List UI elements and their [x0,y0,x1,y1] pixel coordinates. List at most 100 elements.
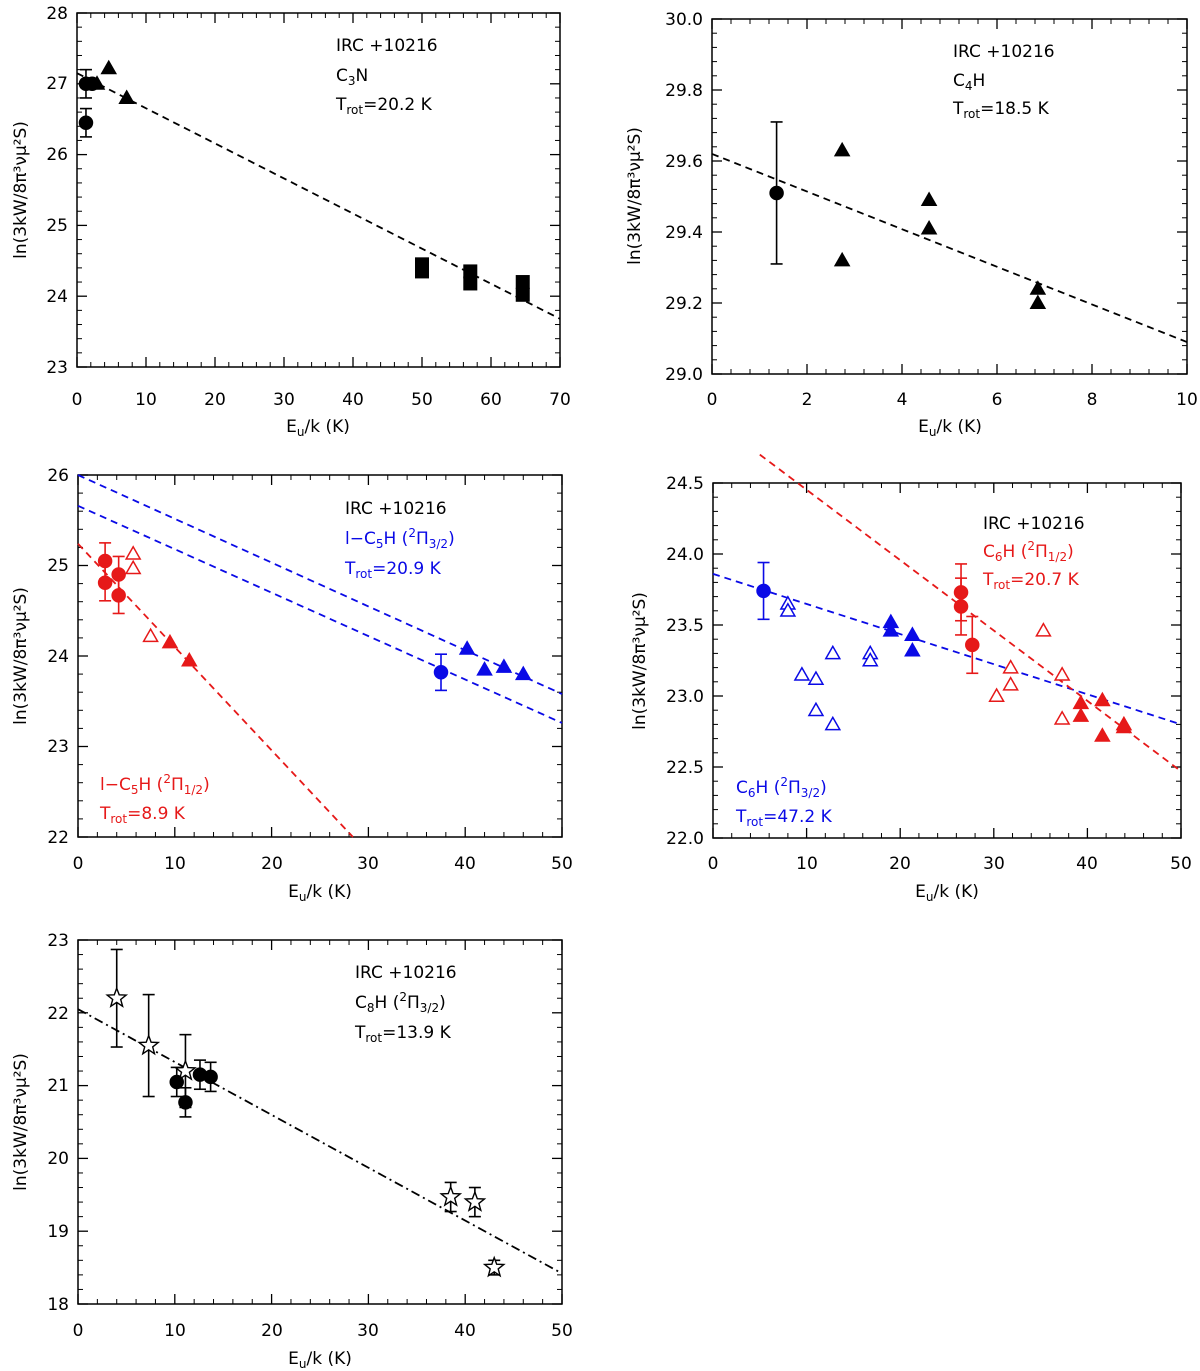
c8h-xtick-50: 50 [551,1321,573,1341]
c6h-red-trot: Trot=20.7 K [982,570,1080,592]
c3n-fit-lines [76,72,561,320]
c3n-xtick-30: 30 [273,390,295,410]
c5h-blue-label: l−C5H (2Π3/2) [345,526,455,551]
c8h-xtick-40: 40 [454,1321,476,1341]
c3n-point-square [515,287,530,302]
c3n-point-square [463,264,478,279]
c5h-ytick-22: 22 [47,828,69,848]
c8h-trot: Trot=13.9 K [354,1023,452,1045]
c5h-xlabel: Eu/k (K) [288,882,352,904]
c3n-point-triangle [88,75,106,90]
c8h-xtick-10: 10 [164,1321,186,1341]
c8h-point-star [439,1184,463,1207]
c5h-fit-line-1 [77,504,563,724]
c5h-ylabel: ln(3kW/8π³νμ²S) [11,587,31,725]
c8h-ytick-22: 22 [47,1004,69,1024]
c6h-point-triangle [824,644,842,660]
c5h-point-triangle [142,627,159,643]
c4h-fit-lines [711,153,1188,343]
c8h-molecule: C8H (2Π3/2) [355,990,446,1015]
c8h-point-circle [178,1095,193,1110]
c5h-point-triangle [458,640,476,655]
c3n-xtick-10: 10 [135,390,157,410]
c3n-ylabel: ln(3kW/8π³νμ²S) [11,121,31,259]
c6h-point-triangle [988,687,1005,702]
c8h-ytick-23: 23 [47,931,69,951]
c3n-point-square [415,264,429,279]
c6h-ytick-22.0: 22.0 [666,829,704,849]
c6h-point-triangle [1072,707,1090,722]
c8h-source: IRC +10216 [355,963,457,983]
c4h-point-triangle [1029,280,1047,295]
c6h-fit-line-1 [759,453,1182,772]
c5h-point-triangle [181,652,198,667]
c6h-point-triangle [1035,622,1052,637]
c3n-ytick-24: 24 [46,287,68,307]
c4h-ytick-29.8: 29.8 [665,81,703,101]
c3n-ticks [76,12,561,368]
c4h-ytick-29.0: 29.0 [665,365,703,385]
c4h-ytick-29.2: 29.2 [665,294,703,314]
c5h-point-triangle [495,658,513,673]
c5h-ytick-26: 26 [47,466,69,486]
c4h-trot: Trot=18.5 K [952,99,1050,121]
c3n-markers [78,59,530,302]
c6h-point-triangle [807,670,825,685]
c6h-point-triangle [904,642,921,657]
c3n-ytick-26: 26 [46,145,68,165]
c5h-point-circle [97,575,113,590]
panel-c8h: 0 10 20 30 40 50 18 19 20 21 22 23 Eu/k … [11,931,573,1371]
c4h-xlabel: Eu/k (K) [918,417,982,439]
c6h-point-triangle [779,602,797,617]
c6h-ytick-24.0: 24.0 [666,545,704,565]
c5h-red-trot: Trot=8.9 K [99,804,186,826]
c6h-point-triangle [1094,727,1111,742]
c8h-fit-line-0 [77,1008,563,1275]
c6h-xtick-10: 10 [796,854,818,874]
c6h-point-triangle [1053,710,1071,725]
c3n-trot: Trot=20.2 K [335,95,433,117]
c5h-fit-line-0 [77,474,563,695]
c6h-point-triangle [882,622,900,637]
c5h-blue-trot: Trot=20.9 K [344,559,442,581]
c6h-red-label: C6H (2Π1/2) [983,539,1074,564]
c5h-point-triangle [161,633,179,649]
c8h-point-star [105,986,129,1008]
c6h-point-triangle [1002,659,1019,674]
c8h-ytick-20: 20 [47,1149,69,1169]
c3n-point-triangle [100,59,118,75]
c4h-point-triangle [1029,294,1047,309]
c4h-xtick-10: 10 [1176,390,1198,410]
c5h-xtick-50: 50 [551,854,573,874]
c4h-ytick-30.0: 30.0 [665,10,703,30]
c5h-xtick-40: 40 [454,854,476,874]
c6h-ylabel: ln(3kW/8π³νμ²S) [630,592,650,730]
c8h-point-circle [203,1069,218,1085]
c4h-xtick-4: 4 [897,390,908,410]
c3n-point-triangle [118,89,135,104]
c5h-ticks [77,474,563,838]
c6h-point-triangle [1053,666,1071,681]
c4h-xtick-0: 0 [707,390,718,410]
c4h-molecule: C4H [953,71,985,93]
plot-frame [712,482,1182,839]
c4h-xtick-6: 6 [992,390,1003,410]
c8h-markers [105,948,506,1278]
c6h-ytick-23.0: 23.0 [666,687,704,707]
c5h-ytick-24: 24 [47,647,69,667]
c6h-source: IRC +10216 [983,514,1085,534]
c6h-ytick-22.5: 22.5 [666,758,704,778]
panel-c4h: 0 2 4 6 8 10 29.0 29.2 29.4 29.6 29.8 30… [625,10,1198,439]
c3n-ytick-23: 23 [46,358,68,378]
c3n-xtick-40: 40 [342,390,364,410]
c3n-ytick-28: 28 [46,4,68,24]
c6h-point-triangle [904,626,921,641]
c5h-point-triangle [124,545,142,560]
c5h-point-triangle [476,661,493,676]
c3n-point-square [515,275,530,290]
c4h-point-triangle [833,141,851,157]
c3n-ytick-27: 27 [46,74,68,94]
c6h-point-triangle [1115,718,1133,734]
c4h-ytick-29.6: 29.6 [665,152,703,172]
